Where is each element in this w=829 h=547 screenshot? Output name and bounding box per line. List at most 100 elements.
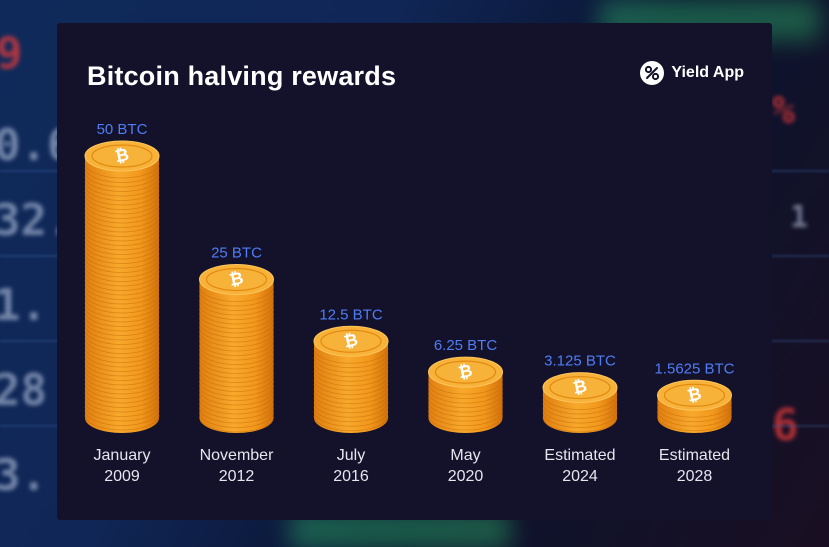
coin-ridge	[84, 387, 160, 404]
coin-ridge	[84, 320, 160, 336]
coin-rim	[549, 375, 611, 400]
coin-rim	[663, 383, 726, 407]
coin-ridge	[542, 403, 618, 419]
coin-ridge	[84, 225, 160, 242]
coin-ridge	[84, 333, 160, 350]
coin-stack-4: ₿ 6.25 BTC May 2020	[428, 337, 503, 485]
data-label: 50 BTC	[97, 121, 148, 138]
coin-ridge	[199, 398, 274, 415]
coin-ridge	[84, 315, 160, 332]
ticker-digits: %	[772, 88, 795, 132]
category-label: November 2012	[200, 447, 274, 485]
ticker-digits: 1.	[0, 280, 47, 331]
data-label: 6.25 BTC	[434, 337, 498, 354]
coin-ridge	[84, 383, 160, 399]
chart-title: Bitcoin halving rewards	[87, 61, 397, 91]
coin-ridge	[84, 185, 160, 201]
coin-ridge	[84, 306, 160, 323]
coin-ridge	[199, 385, 274, 401]
coin-top	[313, 325, 389, 357]
coin-rim	[91, 144, 153, 168]
bar	[199, 279, 274, 418]
coin-ridge	[84, 396, 160, 413]
coin-ridge	[199, 371, 274, 388]
coin-ridge	[84, 324, 160, 341]
coin-ridge	[199, 394, 274, 410]
coin-ridge	[84, 171, 160, 188]
coin-ridge	[84, 221, 160, 237]
coin-ridge	[313, 384, 389, 400]
coin-ridge	[84, 234, 160, 251]
ticker-digits: 6	[772, 400, 799, 451]
coin-ridge	[313, 379, 389, 396]
coin-stack-2: ₿ 25 BTC November 2012	[199, 245, 274, 485]
coin-ridge	[428, 397, 503, 413]
coin-ridge	[84, 342, 160, 359]
coin-ridge	[199, 407, 274, 424]
coin-ridge	[84, 374, 160, 390]
coin-top	[84, 140, 160, 172]
bitcoin-icon: ₿	[228, 268, 246, 290]
coin-ridge	[84, 369, 160, 386]
bitcoin-icon: ₿	[686, 384, 704, 406]
coin-ridge	[84, 212, 160, 228]
chart-panel: Bitcoin halving rewards Yield App ₿ 50 BT…	[57, 23, 772, 520]
coin-ridge	[313, 366, 389, 382]
ticker-digits: 28	[0, 365, 47, 416]
coin-ridge	[84, 302, 160, 318]
coin-ridge	[84, 194, 160, 210]
coin-ridge	[542, 417, 618, 433]
coin-ridge	[199, 380, 274, 397]
coin-ridge	[199, 286, 274, 302]
brand-name: Yield App	[671, 64, 744, 81]
bar	[85, 156, 159, 418]
coin-ridge	[199, 362, 274, 379]
coin-ridge	[84, 257, 160, 273]
coin-ridge	[428, 410, 503, 426]
coin-stack-base	[543, 403, 617, 433]
coin-ridge	[199, 331, 274, 347]
coin-ridge	[199, 326, 274, 343]
data-label: 12.5 BTC	[319, 306, 383, 323]
coin-ridge	[84, 216, 160, 233]
bitcoin-icon: ₿	[457, 361, 475, 383]
coin-ridge	[84, 410, 160, 426]
bitcoin-icon: ₿	[113, 145, 131, 167]
category-label: January 2009	[94, 447, 151, 485]
coin-ridge	[84, 297, 160, 314]
coin-ridge	[84, 293, 160, 309]
coin-ridge	[313, 411, 389, 427]
coin-ridge	[199, 299, 274, 316]
coin-ridge	[428, 383, 503, 399]
coin-ridge	[313, 352, 389, 369]
coin-ridge	[428, 415, 503, 431]
ticker-digits: 1	[790, 200, 809, 235]
coin-ridge	[428, 392, 503, 408]
coin-ridge	[657, 402, 732, 418]
coin-ridge	[84, 180, 160, 197]
coin-ridge	[313, 375, 389, 391]
coin-ridge	[313, 388, 389, 405]
coin-ridge	[84, 243, 160, 260]
coin-ridge	[199, 304, 274, 320]
coin-ridge	[313, 415, 389, 432]
coin-ridge	[199, 317, 274, 334]
coin-ridge	[428, 406, 503, 422]
coin-ridge	[542, 394, 618, 410]
coin-rim	[205, 267, 268, 292]
coin-ridge	[199, 389, 274, 406]
coin-ridge	[313, 361, 389, 378]
coin-ridge	[199, 367, 274, 383]
category-label: May 2020	[448, 447, 484, 485]
coin-ridge	[199, 412, 274, 428]
coin-ridge	[84, 162, 160, 179]
coin-ridge	[84, 230, 160, 246]
coin-ridge	[84, 207, 160, 224]
yield-app-logo-icon	[640, 61, 665, 85]
bitcoin-icon: ₿	[342, 330, 360, 352]
coin-stack-base	[199, 403, 274, 433]
coin-ridge	[313, 397, 389, 414]
coin-rim	[320, 329, 382, 353]
coin-ridge	[542, 412, 618, 428]
halving-chart: ₿ 50 BTC January 2009 ₿ 25 BTC November 2012 ₿ 12…	[84, 121, 735, 485]
